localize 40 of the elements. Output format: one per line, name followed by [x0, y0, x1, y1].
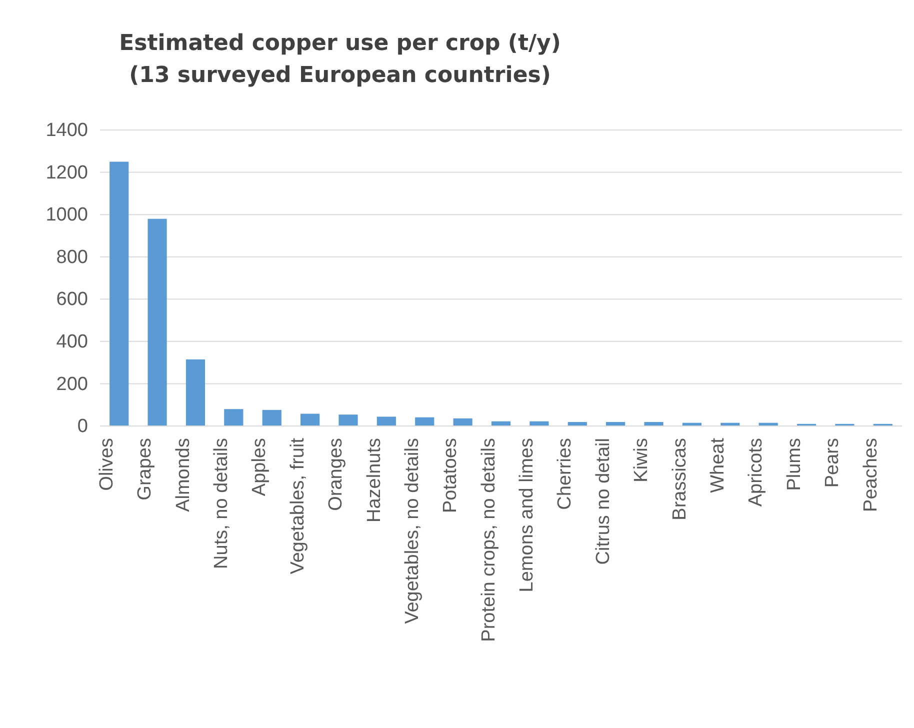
- x-tick-label: Kiwis: [631, 438, 652, 482]
- y-tick-label: 600: [56, 289, 88, 310]
- bar: [300, 414, 320, 426]
- x-tick-label: Apples: [249, 438, 270, 496]
- x-tick-label: Olives: [96, 438, 118, 491]
- bar: [224, 409, 244, 426]
- x-tick-label: Wheat: [707, 437, 728, 493]
- y-tick-label: 0: [77, 416, 88, 438]
- x-tick-label: Citrus no detail: [592, 438, 614, 565]
- x-tick-label: Apricots: [746, 438, 767, 507]
- x-tick-label: Cherries: [554, 438, 576, 510]
- x-tick-label: Almonds: [172, 438, 194, 512]
- x-tick-label: Hazelnuts: [364, 438, 385, 522]
- bar: [262, 410, 282, 426]
- x-tick-label: Plums: [784, 438, 805, 491]
- bar: [376, 416, 396, 426]
- x-tick-label: Pears: [822, 438, 844, 488]
- x-tick-label: Nuts, no details: [211, 438, 232, 569]
- x-tick-label: Protein crops, no details: [478, 438, 500, 642]
- x-tick-label: Brassicas: [669, 438, 690, 520]
- x-tick-label: Peaches: [860, 438, 882, 512]
- x-tick-label: Lemons and limes: [516, 438, 538, 592]
- bar: [415, 417, 434, 426]
- bar: [453, 418, 472, 426]
- chart-title: Estimated copper use per crop (t/y) (13 surveyed European countries): [119, 31, 561, 88]
- bar: [186, 359, 206, 426]
- bar: [338, 414, 358, 426]
- x-tick-label: Potatoes: [440, 438, 462, 513]
- y-tick-label: 1000: [46, 204, 88, 226]
- x-tick-label: Oranges: [326, 438, 347, 511]
- y-tick-label: 200: [56, 374, 88, 395]
- y-tick-label: 400: [56, 332, 88, 353]
- y-tick-label: 1400: [46, 120, 88, 142]
- bar: [148, 218, 167, 426]
- x-tick-label: Vegetables, fruit: [287, 437, 308, 574]
- y-tick-label: 800: [56, 246, 88, 268]
- x-tick-label: Grapes: [134, 438, 156, 500]
- x-tick-label: Vegetables, no details: [402, 438, 423, 624]
- bar: [110, 162, 129, 426]
- y-tick-label: 1200: [46, 162, 88, 184]
